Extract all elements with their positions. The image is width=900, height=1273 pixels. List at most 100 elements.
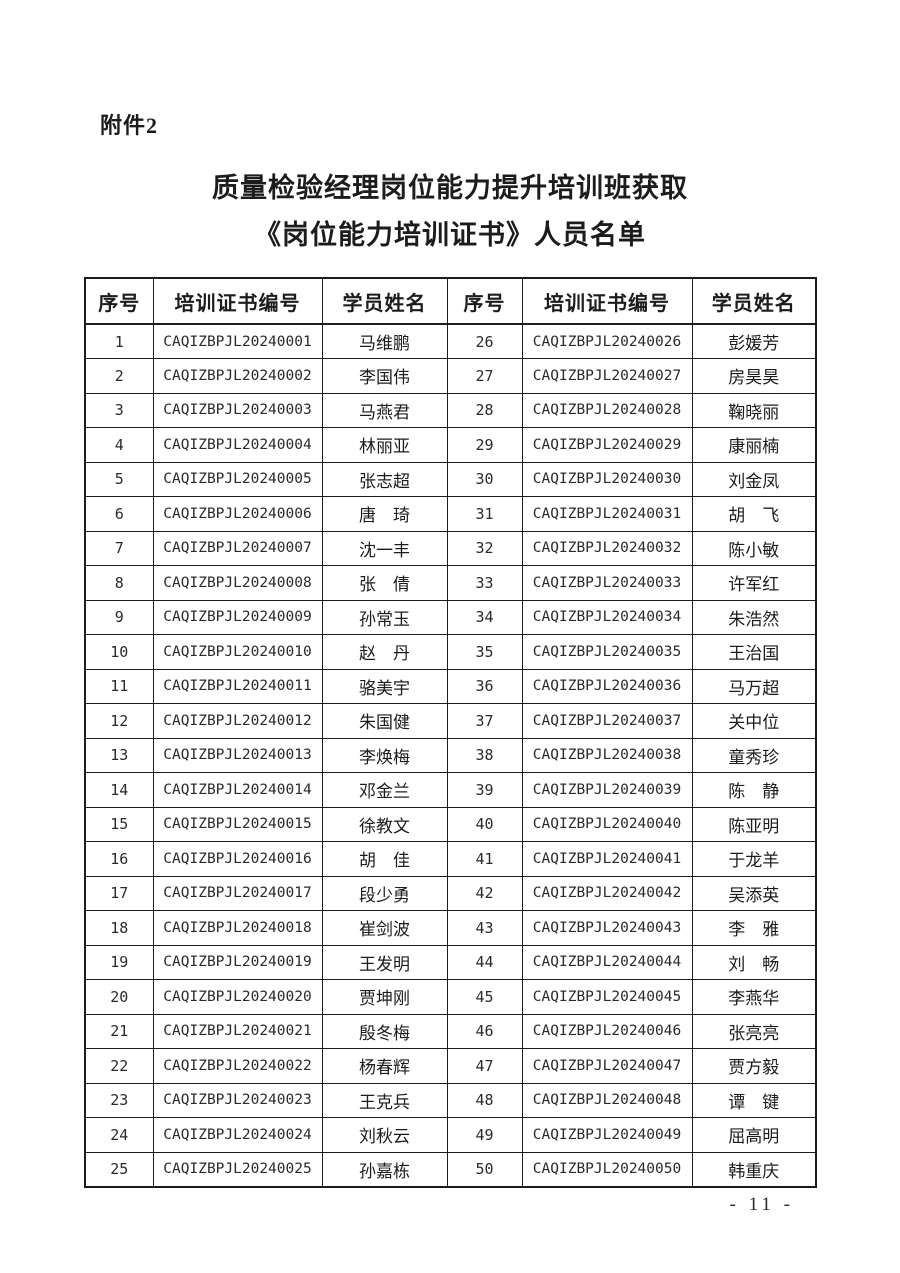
row-number-cell: 26 [446, 323, 523, 359]
table-row: 4 CAQIZBPJL20240004 林丽亚 29 CAQIZBPJL20240029… [84, 427, 817, 463]
table-row: 5 CAQIZBPJL20240005 张志超 30 CAQIZBPJL20240030… [84, 461, 817, 497]
name-cell: 于龙羊 [691, 841, 817, 877]
row-number-cell: 14 [84, 772, 154, 808]
row-number-cell: 24 [84, 1117, 154, 1153]
table-row: 15 CAQIZBPJL20240015 徐教文 40 CAQIZBPJL2024004… [84, 806, 817, 842]
document-title-line2: 《岗位能力培训证书》人员名单 [254, 220, 646, 250]
row-number-cell: 18 [84, 910, 154, 946]
row-number-cell: 13 [84, 737, 154, 773]
table-row: 1 CAQIZBPJL20240001 马维鹏 26 CAQIZBPJL20240026… [84, 323, 817, 359]
row-number-cell: 31 [446, 496, 523, 532]
name-cell: 杨春辉 [321, 1048, 448, 1084]
table-row: 17 CAQIZBPJL20240017 段少勇 42 CAQIZBPJL2024004… [84, 875, 817, 911]
table-row: 3 CAQIZBPJL20240003 马燕君 28 CAQIZBPJL20240028… [84, 392, 817, 428]
certificate-cell: CAQIZBPJL20240050 [521, 1151, 693, 1187]
name-cell: 许军红 [691, 565, 817, 601]
row-number-cell: 9 [84, 599, 154, 635]
name-cell: 王克兵 [321, 1082, 448, 1118]
certificate-cell: CAQIZBPJL20240022 [152, 1048, 323, 1084]
certificate-cell: CAQIZBPJL20240049 [521, 1117, 693, 1153]
certificate-cell: CAQIZBPJL20240024 [152, 1117, 323, 1153]
name-cell: 鞠晓丽 [691, 392, 817, 428]
table-row: 12 CAQIZBPJL20240012 朱国健 37 CAQIZBPJL2024003… [84, 703, 817, 739]
certificate-cell: CAQIZBPJL20240028 [521, 392, 693, 428]
name-cell: 韩重庆 [691, 1151, 817, 1187]
certificate-cell: CAQIZBPJL20240023 [152, 1082, 323, 1118]
certificate-cell: CAQIZBPJL20240005 [152, 461, 323, 497]
name-cell: 贾方毅 [691, 1048, 817, 1084]
table-row: 8 CAQIZBPJL20240008 张 倩 33 CAQIZBPJL20240033… [84, 565, 817, 601]
name-cell: 李燕华 [691, 979, 817, 1015]
name-cell: 唐 琦 [321, 496, 448, 532]
certificate-cell: CAQIZBPJL20240009 [152, 599, 323, 635]
certificate-cell: CAQIZBPJL20240039 [521, 772, 693, 808]
certificate-cell: CAQIZBPJL20240041 [521, 841, 693, 877]
roster-table: 序号 培训证书编号 学员姓名 序号 培训证书编号 学员姓名 1 CAQIZBPJL20240… [84, 277, 817, 1188]
name-cell: 李 雅 [691, 910, 817, 946]
table-row: 22 CAQIZBPJL20240022 杨春辉 47 CAQIZBPJL2024004… [84, 1048, 817, 1084]
certificate-cell: CAQIZBPJL20240019 [152, 944, 323, 980]
table-row: 2 CAQIZBPJL20240002 李国伟 27 CAQIZBPJL20240027… [84, 358, 817, 394]
table-header-cell: 序号 [446, 277, 523, 325]
row-number-cell: 21 [84, 1013, 154, 1049]
certificate-cell: CAQIZBPJL20240001 [152, 323, 323, 359]
name-cell: 张 倩 [321, 565, 448, 601]
document-title-line1: 质量检验经理岗位能力提升培训班获取 [212, 173, 688, 203]
name-cell: 王发明 [321, 944, 448, 980]
name-cell: 林丽亚 [321, 427, 448, 463]
certificate-cell: CAQIZBPJL20240032 [521, 530, 693, 566]
table-row: 7 CAQIZBPJL20240007 沈一丰 32 CAQIZBPJL20240032… [84, 530, 817, 566]
name-cell: 胡 飞 [691, 496, 817, 532]
certificate-cell: CAQIZBPJL20240026 [521, 323, 693, 359]
certificate-cell: CAQIZBPJL20240033 [521, 565, 693, 601]
row-number-cell: 29 [446, 427, 523, 463]
table-header-cell: 学员姓名 [321, 277, 448, 325]
row-number-cell: 35 [446, 634, 523, 670]
row-number-cell: 47 [446, 1048, 523, 1084]
table-header-cell: 培训证书编号 [521, 277, 693, 325]
row-number-cell: 15 [84, 806, 154, 842]
name-cell: 邓金兰 [321, 772, 448, 808]
row-number-cell: 42 [446, 875, 523, 911]
name-cell: 陈亚明 [691, 806, 817, 842]
certificate-cell: CAQIZBPJL20240037 [521, 703, 693, 739]
row-number-cell: 4 [84, 427, 154, 463]
table-row: 9 CAQIZBPJL20240009 孙常玉 34 CAQIZBPJL20240034… [84, 599, 817, 635]
row-number-cell: 25 [84, 1151, 154, 1187]
certificate-cell: CAQIZBPJL20240034 [521, 599, 693, 635]
table-row: 19 CAQIZBPJL20240019 王发明 44 CAQIZBPJL2024004… [84, 944, 817, 980]
certificate-cell: CAQIZBPJL20240002 [152, 358, 323, 394]
name-cell: 屈高明 [691, 1117, 817, 1153]
name-cell: 彭媛芳 [691, 323, 817, 359]
row-number-cell: 46 [446, 1013, 523, 1049]
certificate-cell: CAQIZBPJL20240011 [152, 668, 323, 704]
certificate-cell: CAQIZBPJL20240031 [521, 496, 693, 532]
row-number-cell: 40 [446, 806, 523, 842]
certificate-cell: CAQIZBPJL20240021 [152, 1013, 323, 1049]
name-cell: 马维鹏 [321, 323, 448, 359]
name-cell: 吴添英 [691, 875, 817, 911]
name-cell: 朱浩然 [691, 599, 817, 635]
table-row: 13 CAQIZBPJL20240013 李焕梅 38 CAQIZBPJL2024003… [84, 737, 817, 773]
row-number-cell: 22 [84, 1048, 154, 1084]
name-cell: 贾坤刚 [321, 979, 448, 1015]
name-cell: 孙常玉 [321, 599, 448, 635]
table-header-cell: 培训证书编号 [152, 277, 323, 325]
name-cell: 李焕梅 [321, 737, 448, 773]
certificate-cell: CAQIZBPJL20240018 [152, 910, 323, 946]
certificate-cell: CAQIZBPJL20240006 [152, 496, 323, 532]
row-number-cell: 30 [446, 461, 523, 497]
certificate-cell: CAQIZBPJL20240010 [152, 634, 323, 670]
certificate-cell: CAQIZBPJL20240045 [521, 979, 693, 1015]
name-cell: 张志超 [321, 461, 448, 497]
row-number-cell: 3 [84, 392, 154, 428]
certificate-cell: CAQIZBPJL20240036 [521, 668, 693, 704]
name-cell: 骆美宇 [321, 668, 448, 704]
name-cell: 马万超 [691, 668, 817, 704]
table-row: 25 CAQIZBPJL20240025 孙嘉栋 50 CAQIZBPJL2024005… [84, 1151, 817, 1187]
row-number-cell: 2 [84, 358, 154, 394]
table-row: 18 CAQIZBPJL20240018 崔剑波 43 CAQIZBPJL2024004… [84, 910, 817, 946]
certificate-cell: CAQIZBPJL20240016 [152, 841, 323, 877]
name-cell: 关中位 [691, 703, 817, 739]
